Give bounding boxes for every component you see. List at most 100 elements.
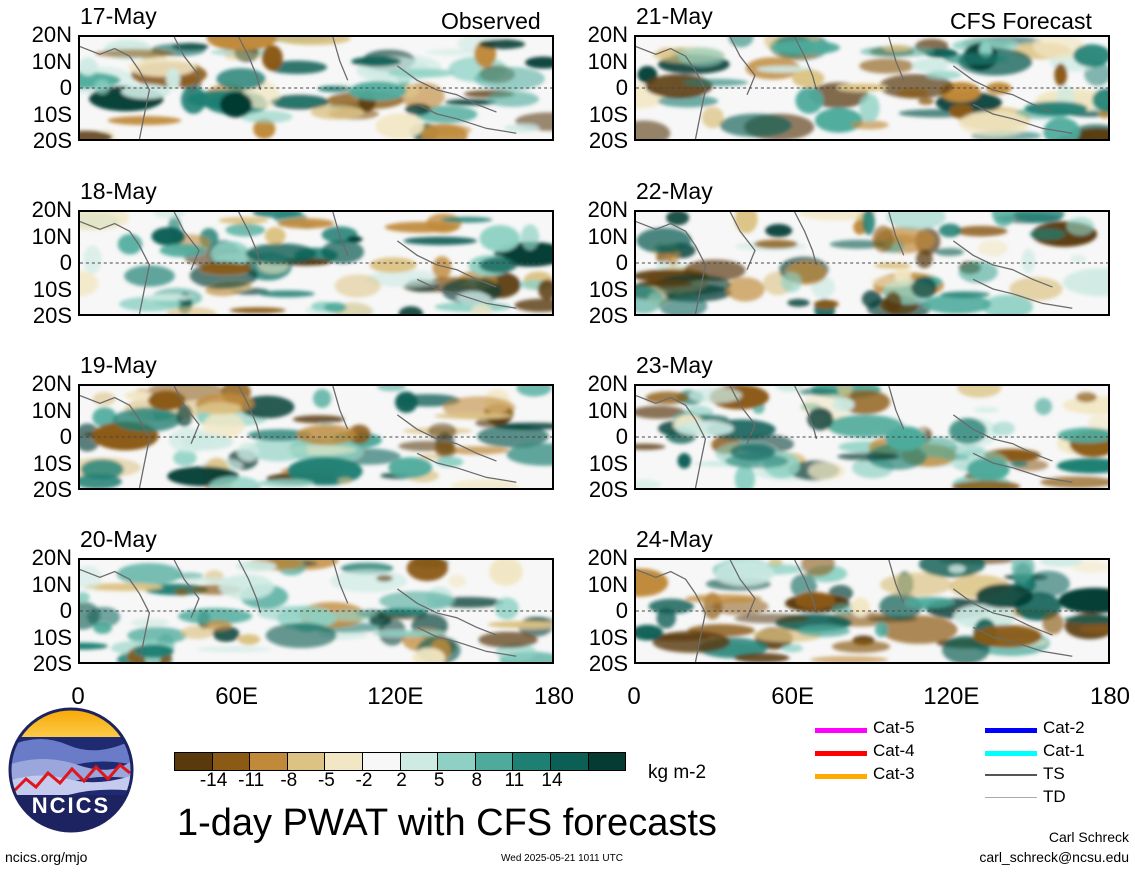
legend-label-cat-5: Cat-5	[873, 718, 915, 737]
panel-date-left-2: 18-May	[80, 178, 157, 204]
pwat-map-right-3	[634, 384, 1110, 490]
pwat-map-left-1	[78, 35, 554, 141]
colorbar-tick-label: -2	[355, 770, 373, 791]
pwat-map-right-1	[634, 35, 1110, 141]
lat-label: 10N	[587, 48, 628, 74]
colorbar-tick-label: -8	[280, 770, 298, 791]
lat-label: 20S	[588, 303, 628, 328]
pwat-map-right-4	[634, 558, 1110, 664]
lat-label: 10N	[31, 571, 72, 597]
lat-label: 0	[59, 424, 72, 449]
colorbar-tick-label: 5	[433, 770, 445, 791]
legend-label-cat-1: Cat-1	[1043, 741, 1085, 760]
logo-emblem	[8, 707, 134, 833]
legend-label-td: TD	[1043, 787, 1066, 806]
legend-swatch-cat-1	[985, 751, 1037, 756]
legend-label-cat-3: Cat-3	[873, 764, 915, 783]
lat-label: 0	[59, 75, 72, 100]
ncics-logo: NCICS	[8, 707, 134, 833]
lat-label: 0	[615, 75, 628, 100]
colorbar-swatch	[174, 752, 213, 771]
lat-label: 10S	[588, 101, 628, 127]
lat-label: 20S	[588, 128, 628, 153]
lat-label: 0	[59, 598, 72, 623]
lat-label: 0	[615, 598, 628, 623]
lat-label: 0	[59, 250, 72, 275]
panel-date-left-4: 20-May	[80, 526, 157, 552]
panel-date-right-2: 22-May	[636, 178, 713, 204]
panel-date-right-3: 23-May	[636, 352, 713, 378]
lat-label: 20S	[588, 651, 628, 676]
panel-date-left-3: 19-May	[80, 352, 157, 378]
lat-label: 10S	[588, 450, 628, 476]
colorbar-tick-label: 14	[541, 770, 563, 791]
website-link[interactable]: ncics.org/mjo	[5, 849, 88, 865]
author-name: Carl Schreck	[1048, 829, 1129, 845]
lon-label: 120E	[367, 683, 424, 710]
cfs-forecast-header: CFS Forecast	[950, 8, 1092, 34]
lat-label: 10N	[31, 223, 72, 249]
lat-label: 10N	[587, 571, 628, 597]
lon-label: 120E	[923, 683, 980, 710]
logo-text: NCICS	[31, 793, 111, 818]
lon-label: 60E	[771, 683, 815, 710]
lat-label: 20N	[587, 22, 628, 47]
legend-swatch-cat-2	[985, 728, 1037, 733]
lat-label: 10N	[587, 397, 628, 423]
legend-swatch-cat-4	[815, 751, 867, 756]
legend-label-cat-4: Cat-4	[873, 741, 915, 760]
lat-label: 10S	[588, 624, 628, 650]
colorbar-swatch	[399, 752, 439, 771]
lat-label: 20S	[32, 651, 72, 676]
colorbar-tick-label: -5	[317, 770, 335, 791]
colorbar-swatch	[211, 752, 251, 771]
legend-swatch-cat-5	[815, 728, 867, 733]
colorbar-swatch	[249, 752, 288, 771]
lat-label: 20N	[587, 545, 628, 570]
legend-swatch-cat-3	[815, 774, 867, 779]
observed-header: Observed	[441, 8, 541, 34]
lat-label: 10S	[32, 101, 72, 127]
main-title: 1-day PWAT with CFS forecasts	[177, 802, 717, 844]
lat-label: 20S	[32, 128, 72, 153]
pwat-map-right-2	[634, 210, 1110, 316]
lat-label: 0	[615, 424, 628, 449]
colorbar-swatch	[587, 752, 627, 771]
colorbar-swatch	[437, 752, 476, 771]
colorbar-tick-label: 8	[471, 770, 483, 791]
timestamp: Wed 2025-05-21 1011 UTC	[501, 853, 623, 864]
lat-label: 20N	[587, 197, 628, 222]
colorbar-swatch	[362, 752, 401, 771]
pwat-map-left-4	[78, 558, 554, 664]
lat-label: 10S	[588, 276, 628, 302]
lat-label: 10S	[32, 450, 72, 476]
legend-label-cat-2: Cat-2	[1043, 718, 1085, 737]
lat-label: 20N	[31, 371, 72, 396]
lat-label: 10N	[587, 223, 628, 249]
legend-swatch-td	[985, 797, 1037, 798]
lat-label: 20N	[31, 197, 72, 222]
colorbar-tick-label: -14	[199, 770, 228, 791]
lat-label: 20N	[31, 22, 72, 47]
lon-label: 0	[627, 683, 641, 710]
pwat-map-left-2	[78, 210, 554, 316]
lat-label: 10N	[31, 48, 72, 74]
lat-label: 20N	[587, 371, 628, 396]
lat-label: 10N	[31, 397, 72, 423]
author-email[interactable]: carl_schreck@ncsu.edu	[979, 849, 1129, 865]
lat-label: 20N	[31, 545, 72, 570]
lon-label: 0	[71, 683, 85, 710]
lon-label: 60E	[215, 683, 259, 710]
panel-date-right-1: 21-May	[636, 3, 713, 29]
lat-label: 20S	[32, 303, 72, 328]
colorbar-swatch	[550, 752, 589, 771]
panel-date-left-1: 17-May	[80, 3, 157, 29]
colorbar-swatch	[324, 752, 363, 771]
panel-date-right-4: 24-May	[636, 526, 713, 552]
lon-label: 180	[533, 683, 575, 710]
colorbar-tick-label: 2	[396, 770, 407, 791]
colorbar-tick-label: -11	[238, 770, 265, 791]
lat-label: 20S	[32, 477, 72, 502]
lon-label: 180	[1089, 683, 1131, 710]
colorbar-swatch	[286, 752, 326, 771]
